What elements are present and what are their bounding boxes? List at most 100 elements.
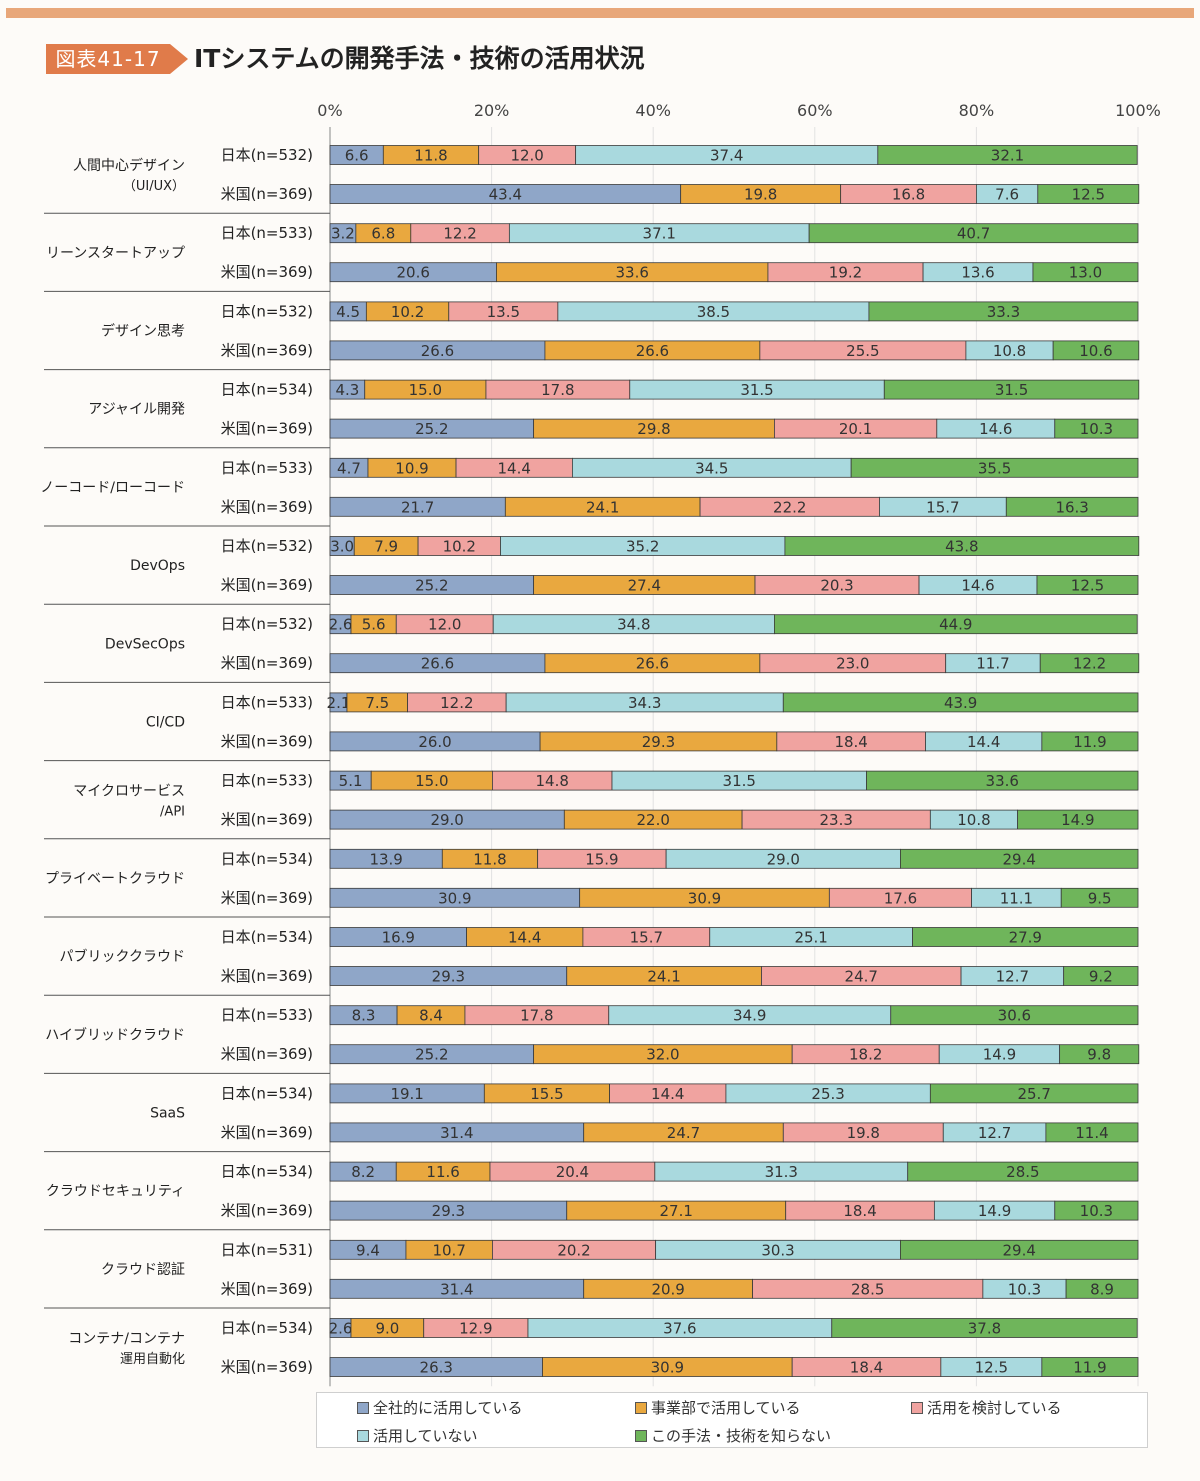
bar-segment	[1052, 340, 1140, 361]
legend-item: 活用していない	[357, 1427, 478, 1445]
data-label: 12.5	[1072, 186, 1105, 204]
data-label: 11.4	[1075, 1124, 1108, 1142]
data-label: 27.4	[628, 577, 661, 595]
row-label: 米国(n=369)	[221, 1358, 313, 1376]
data-label: 32.1	[991, 147, 1024, 165]
bar-segment	[1041, 731, 1139, 752]
data-label: 30.6	[998, 1007, 1031, 1025]
row-label: 日本(n=532)	[221, 615, 313, 633]
data-label: 37.8	[968, 1320, 1001, 1338]
data-label: 18.4	[850, 1359, 883, 1377]
data-label: 7.9	[374, 538, 398, 556]
row-label: 日本(n=533)	[221, 1006, 313, 1024]
legend-item: 全社的に活用している	[357, 1399, 523, 1417]
data-label: 34.3	[628, 694, 661, 712]
row-label: 米国(n=369)	[221, 263, 313, 281]
bar-segment	[1037, 184, 1140, 204]
data-label: 26.6	[421, 655, 454, 673]
data-label: 33.6	[986, 772, 1019, 790]
bar-segment	[912, 927, 1139, 947]
data-label: 15.0	[415, 772, 448, 790]
row-label: 日本(n=533)	[221, 772, 313, 790]
data-label: 31.4	[440, 1280, 473, 1298]
data-label: 29.3	[432, 968, 465, 986]
data-label: 19.1	[390, 1085, 423, 1103]
data-label: 16.3	[1055, 498, 1088, 516]
data-label: 30.3	[761, 1241, 794, 1259]
data-label: 20.4	[556, 1163, 589, 1181]
data-label: 4.5	[336, 303, 360, 321]
category-label: CI/CD	[146, 715, 185, 731]
legend-label: 事業部で活用している	[651, 1399, 801, 1417]
data-label: 29.0	[430, 811, 463, 829]
data-label: 12.7	[996, 968, 1029, 986]
data-label: 8.3	[352, 1007, 376, 1025]
x-tick-label: 40%	[635, 101, 671, 120]
data-label: 7.6	[995, 186, 1019, 204]
data-label: 10.7	[432, 1241, 465, 1259]
data-label: 18.4	[843, 1202, 876, 1220]
data-label: 8.4	[419, 1007, 443, 1025]
data-label: 32.0	[646, 1046, 679, 1064]
data-label: 12.5	[1071, 577, 1104, 595]
row-label: 米国(n=369)	[221, 889, 313, 907]
category-sublabel: （UI/UX）	[123, 179, 185, 194]
legend-swatch	[635, 1402, 647, 1414]
data-label: 21.7	[401, 498, 434, 516]
bar-segment	[1045, 1122, 1139, 1143]
category-label: デザイン思考	[101, 323, 185, 340]
bar-segment	[831, 1318, 1138, 1338]
data-label: 24.7	[667, 1124, 700, 1142]
bar-segment	[929, 1083, 1139, 1104]
data-label: 11.9	[1073, 733, 1106, 751]
data-label: 44.9	[939, 616, 972, 634]
row-label: 日本(n=534)	[221, 1319, 313, 1337]
data-label: 2.6	[329, 616, 353, 634]
data-label: 19.8	[744, 186, 777, 204]
data-label: 35.5	[978, 459, 1011, 477]
row-label: 米国(n=369)	[221, 341, 313, 359]
bar-segment	[1036, 575, 1139, 595]
data-label: 16.9	[382, 929, 415, 947]
data-label: 6.6	[345, 147, 369, 165]
x-tick-label: 100%	[1115, 101, 1161, 120]
category-label: SaaS	[150, 1106, 185, 1122]
data-label: 14.9	[983, 1046, 1016, 1064]
data-label: 43.9	[944, 694, 977, 712]
data-label: 10.3	[1080, 1202, 1113, 1220]
data-label: 4.3	[335, 381, 359, 399]
data-label: 26.6	[636, 342, 669, 360]
data-label: 14.9	[1061, 811, 1094, 829]
data-label: 34.9	[733, 1007, 766, 1025]
data-label: 34.5	[695, 459, 728, 477]
data-label: 25.3	[811, 1085, 844, 1103]
data-label: 29.4	[1003, 1241, 1036, 1259]
data-label: 14.6	[979, 420, 1012, 438]
data-label: 6.8	[371, 225, 395, 243]
data-label: 20.9	[651, 1280, 684, 1298]
data-label: 10.3	[1080, 420, 1113, 438]
data-label: 24.1	[647, 968, 680, 986]
data-label: 11.8	[414, 147, 447, 165]
x-tick-label: 80%	[959, 101, 995, 120]
data-label: 30.9	[651, 1359, 684, 1377]
legend-item: 事業部で活用している	[635, 1399, 801, 1417]
data-label: 30.9	[438, 889, 471, 907]
data-label: 14.4	[508, 929, 541, 947]
data-label: 26.6	[636, 655, 669, 673]
row-label: 米国(n=369)	[221, 1123, 313, 1141]
category-label: ハイブリッドクラウド	[45, 1026, 185, 1043]
data-label: 29.3	[432, 1202, 465, 1220]
bar-segment	[808, 223, 1139, 244]
row-label: 日本(n=532)	[221, 146, 313, 164]
data-label: 20.1	[839, 420, 872, 438]
bar-segment	[907, 1161, 1139, 1182]
data-label: 33.3	[987, 303, 1020, 321]
data-label: 26.0	[418, 733, 451, 751]
data-label: 8.9	[1090, 1280, 1114, 1298]
data-label: 10.8	[957, 811, 990, 829]
data-label: 31.4	[440, 1124, 473, 1142]
category-label: クラウド認証	[101, 1262, 185, 1278]
figure-label-arrow-icon	[170, 44, 188, 74]
data-label: 10.6	[1079, 342, 1112, 360]
